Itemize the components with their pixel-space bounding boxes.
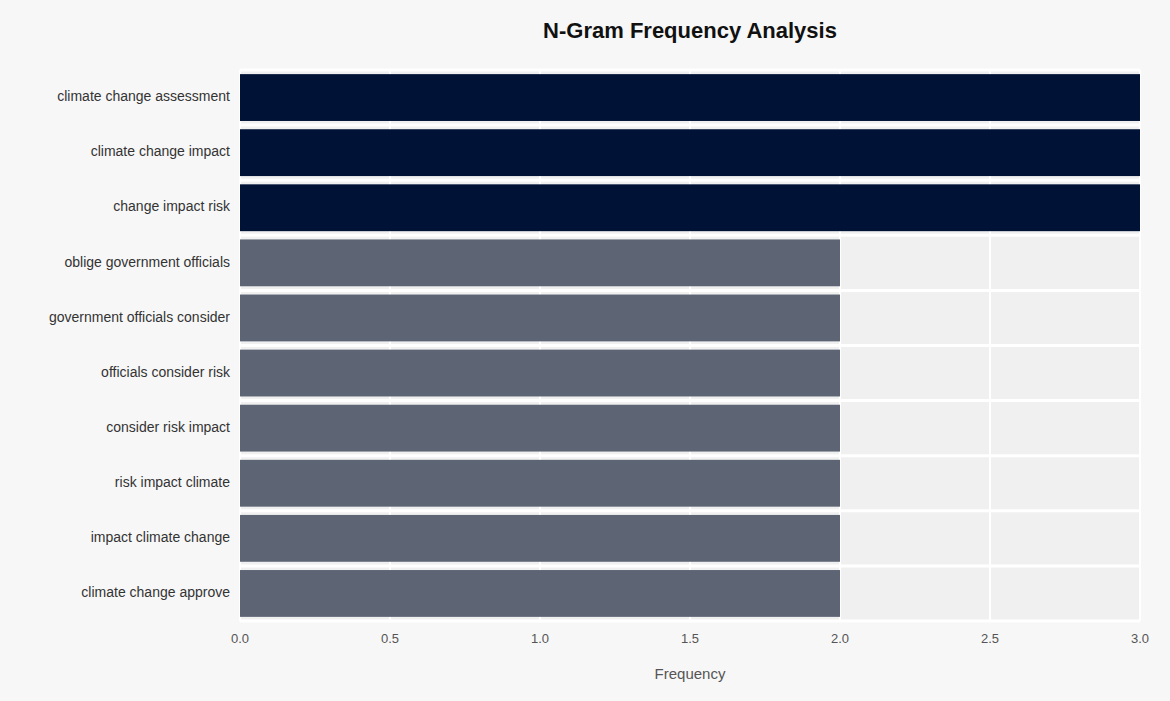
x-tick-label: 0.5 (381, 631, 399, 646)
x-tick-label: 2.5 (981, 631, 999, 646)
bar (240, 350, 840, 397)
separator-line (240, 564, 1140, 567)
plot-background (240, 70, 1140, 621)
separator-line (240, 620, 1140, 623)
x-tick-label: 1.5 (681, 631, 699, 646)
y-tick-label: consider risk impact (106, 419, 230, 435)
x-tick-label: 0.0 (231, 631, 249, 646)
y-tick-label: climate change assessment (57, 88, 230, 104)
chart-title: N-Gram Frequency Analysis (543, 18, 837, 43)
separator-line (240, 454, 1140, 457)
separator-line (240, 399, 1140, 402)
separator-line (240, 509, 1140, 512)
chart-container: 0.0 0.5 1.0 1.5 2.0 2.5 3.0 climate change appr… (0, 0, 1170, 701)
bar (240, 405, 840, 452)
y-tick-label: officials consider risk (101, 364, 231, 380)
x-axis-label: Frequency (655, 665, 726, 682)
bar (240, 74, 1140, 121)
bar (240, 129, 1140, 176)
bar (240, 460, 840, 507)
y-tick-label: impact climate change (91, 529, 231, 545)
y-tick-label: climate change impact (91, 143, 230, 159)
y-tick-label: oblige government officials (64, 254, 230, 270)
separator-line (240, 179, 1140, 182)
bar (240, 184, 1140, 231)
x-tick-label: 3.0 (1131, 631, 1149, 646)
x-tick-label: 2.0 (831, 631, 849, 646)
grid (240, 70, 1140, 621)
y-tick-label: change impact risk (113, 198, 231, 214)
separator-line (240, 289, 1140, 292)
y-tick-label: risk impact climate (115, 474, 230, 490)
separator-line (240, 234, 1140, 237)
bars (240, 74, 1140, 617)
separator-line (240, 344, 1140, 347)
bar (240, 570, 840, 617)
bar (240, 239, 840, 286)
y-tick-label: climate change approve (81, 584, 230, 600)
separator-line (240, 124, 1140, 127)
bar (240, 295, 840, 342)
separator-line (240, 69, 1140, 72)
chart-svg: 0.0 0.5 1.0 1.5 2.0 2.5 3.0 climate change appr… (0, 0, 1170, 701)
bar (240, 515, 840, 562)
y-tick-label: government officials consider (49, 309, 230, 325)
x-tick-label: 1.0 (531, 631, 549, 646)
separators (240, 70, 1140, 621)
